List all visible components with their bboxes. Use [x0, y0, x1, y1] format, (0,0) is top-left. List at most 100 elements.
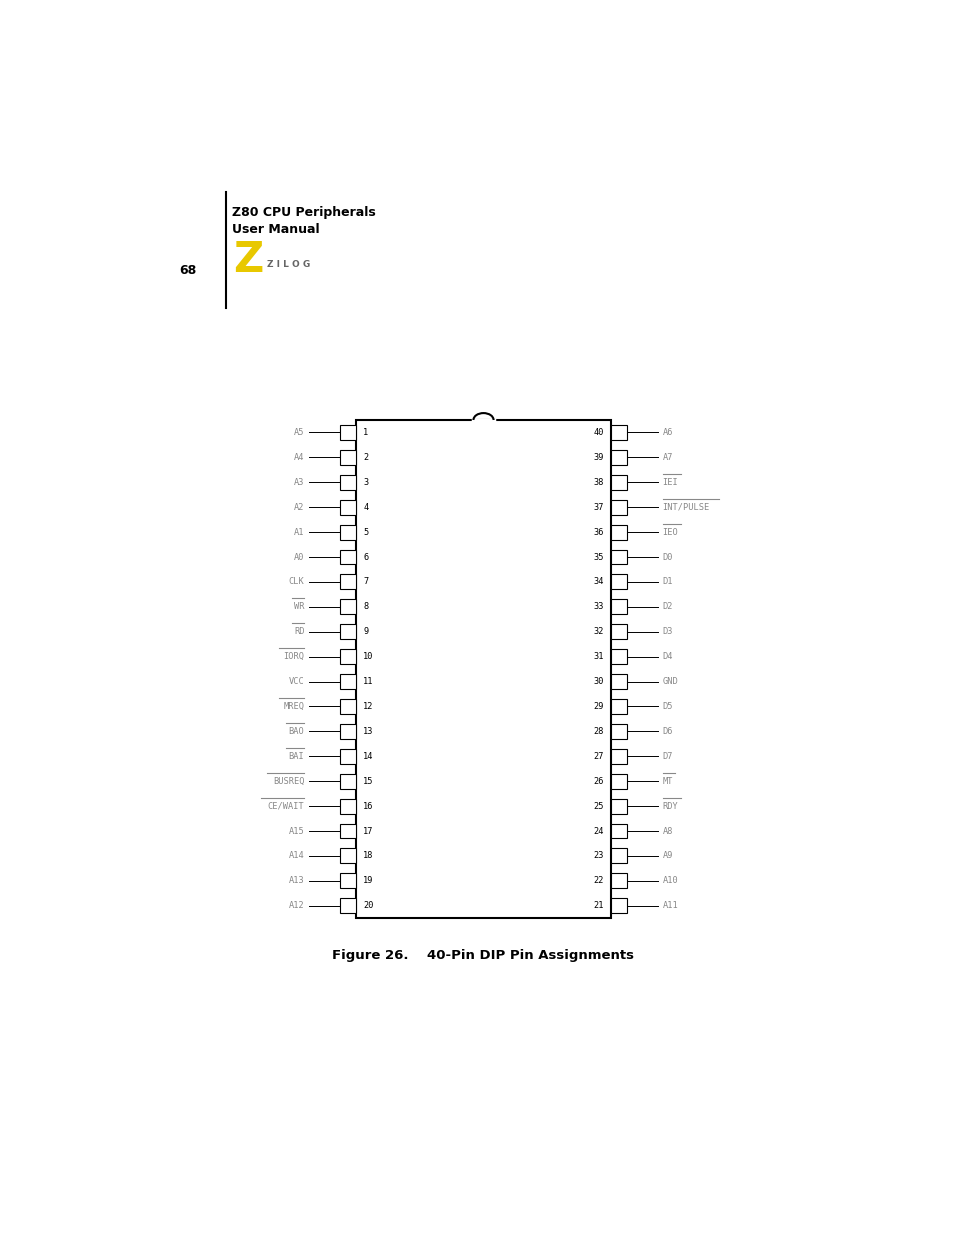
- Text: D0: D0: [661, 552, 672, 562]
- Text: 33: 33: [593, 603, 603, 611]
- Text: BAO: BAO: [289, 727, 304, 736]
- Text: 37: 37: [593, 503, 603, 511]
- Text: 17: 17: [363, 826, 374, 836]
- Bar: [340, 773, 355, 789]
- Text: 5: 5: [363, 527, 368, 536]
- Bar: [611, 799, 626, 814]
- Bar: [340, 500, 355, 515]
- Bar: [611, 824, 626, 839]
- Text: 36: 36: [593, 527, 603, 536]
- Text: A7: A7: [661, 453, 672, 462]
- Text: 10: 10: [363, 652, 374, 661]
- Text: RDY: RDY: [661, 802, 678, 810]
- Text: 23: 23: [593, 851, 603, 861]
- Bar: [611, 898, 626, 913]
- Text: 14: 14: [363, 752, 374, 761]
- Bar: [611, 773, 626, 789]
- Text: MT: MT: [661, 777, 672, 785]
- Bar: [611, 500, 626, 515]
- Bar: [340, 848, 355, 863]
- Text: 8: 8: [363, 603, 368, 611]
- Text: A10: A10: [661, 877, 678, 885]
- Text: User Manual: User Manual: [232, 222, 319, 236]
- Text: Z80 CPU Peripherals: Z80 CPU Peripherals: [232, 206, 375, 219]
- Text: D2: D2: [661, 603, 672, 611]
- Text: A6: A6: [661, 429, 672, 437]
- Bar: [340, 550, 355, 564]
- Text: CE/WAIT: CE/WAIT: [268, 802, 304, 810]
- Text: IORQ: IORQ: [283, 652, 304, 661]
- Text: A1: A1: [294, 527, 304, 536]
- Text: 35: 35: [593, 552, 603, 562]
- Text: BUSREQ: BUSREQ: [273, 777, 304, 785]
- Bar: [611, 724, 626, 739]
- Text: INT/PULSE: INT/PULSE: [661, 503, 709, 511]
- Bar: [611, 624, 626, 640]
- Bar: [340, 425, 355, 440]
- Bar: [340, 748, 355, 763]
- Text: A15: A15: [289, 826, 304, 836]
- Text: Figure 26.    40-Pin DIP Pin Assignments: Figure 26. 40-Pin DIP Pin Assignments: [333, 948, 634, 962]
- Bar: [340, 574, 355, 589]
- Text: 4: 4: [363, 503, 368, 511]
- Bar: [340, 624, 355, 640]
- Text: 9: 9: [363, 627, 368, 636]
- Bar: [611, 425, 626, 440]
- Text: 16: 16: [363, 802, 374, 810]
- Text: A5: A5: [294, 429, 304, 437]
- Text: 3: 3: [363, 478, 368, 487]
- Text: Z I L O G: Z I L O G: [267, 259, 310, 269]
- Text: 12: 12: [363, 701, 374, 711]
- Bar: [340, 599, 355, 614]
- Bar: [611, 873, 626, 888]
- Text: 11: 11: [363, 677, 374, 687]
- Text: 18: 18: [363, 851, 374, 861]
- Text: 34: 34: [593, 578, 603, 587]
- Bar: [611, 525, 626, 540]
- Text: 19: 19: [363, 877, 374, 885]
- Text: D1: D1: [661, 578, 672, 587]
- Bar: [611, 848, 626, 863]
- Text: MREQ: MREQ: [283, 701, 304, 711]
- Text: 13: 13: [363, 727, 374, 736]
- Text: A11: A11: [661, 902, 678, 910]
- Text: GND: GND: [661, 677, 678, 687]
- Bar: [340, 525, 355, 540]
- Bar: [340, 873, 355, 888]
- Bar: [611, 550, 626, 564]
- Text: D5: D5: [661, 701, 672, 711]
- Text: 30: 30: [593, 677, 603, 687]
- Bar: [611, 674, 626, 689]
- Text: BAI: BAI: [289, 752, 304, 761]
- Text: A9: A9: [661, 851, 672, 861]
- Text: 25: 25: [593, 802, 603, 810]
- Text: A13: A13: [289, 877, 304, 885]
- Bar: [340, 799, 355, 814]
- Text: 39: 39: [593, 453, 603, 462]
- Text: CLK: CLK: [289, 578, 304, 587]
- Text: Z: Z: [233, 240, 263, 282]
- Bar: [340, 898, 355, 913]
- Text: A0: A0: [294, 552, 304, 562]
- Text: 28: 28: [593, 727, 603, 736]
- Text: D7: D7: [661, 752, 672, 761]
- Text: 6: 6: [363, 552, 368, 562]
- Bar: [611, 450, 626, 464]
- Text: 38: 38: [593, 478, 603, 487]
- Text: 40: 40: [593, 429, 603, 437]
- Text: A8: A8: [661, 826, 672, 836]
- Bar: [611, 474, 626, 490]
- Bar: [611, 574, 626, 589]
- Text: 27: 27: [593, 752, 603, 761]
- Bar: [340, 699, 355, 714]
- Text: A4: A4: [294, 453, 304, 462]
- Text: 32: 32: [593, 627, 603, 636]
- Bar: [340, 450, 355, 464]
- Text: WR: WR: [294, 603, 304, 611]
- Text: 68: 68: [179, 264, 196, 277]
- Text: A12: A12: [289, 902, 304, 910]
- Bar: [340, 724, 355, 739]
- Text: VCC: VCC: [289, 677, 304, 687]
- Bar: [611, 699, 626, 714]
- Text: IEI: IEI: [661, 478, 678, 487]
